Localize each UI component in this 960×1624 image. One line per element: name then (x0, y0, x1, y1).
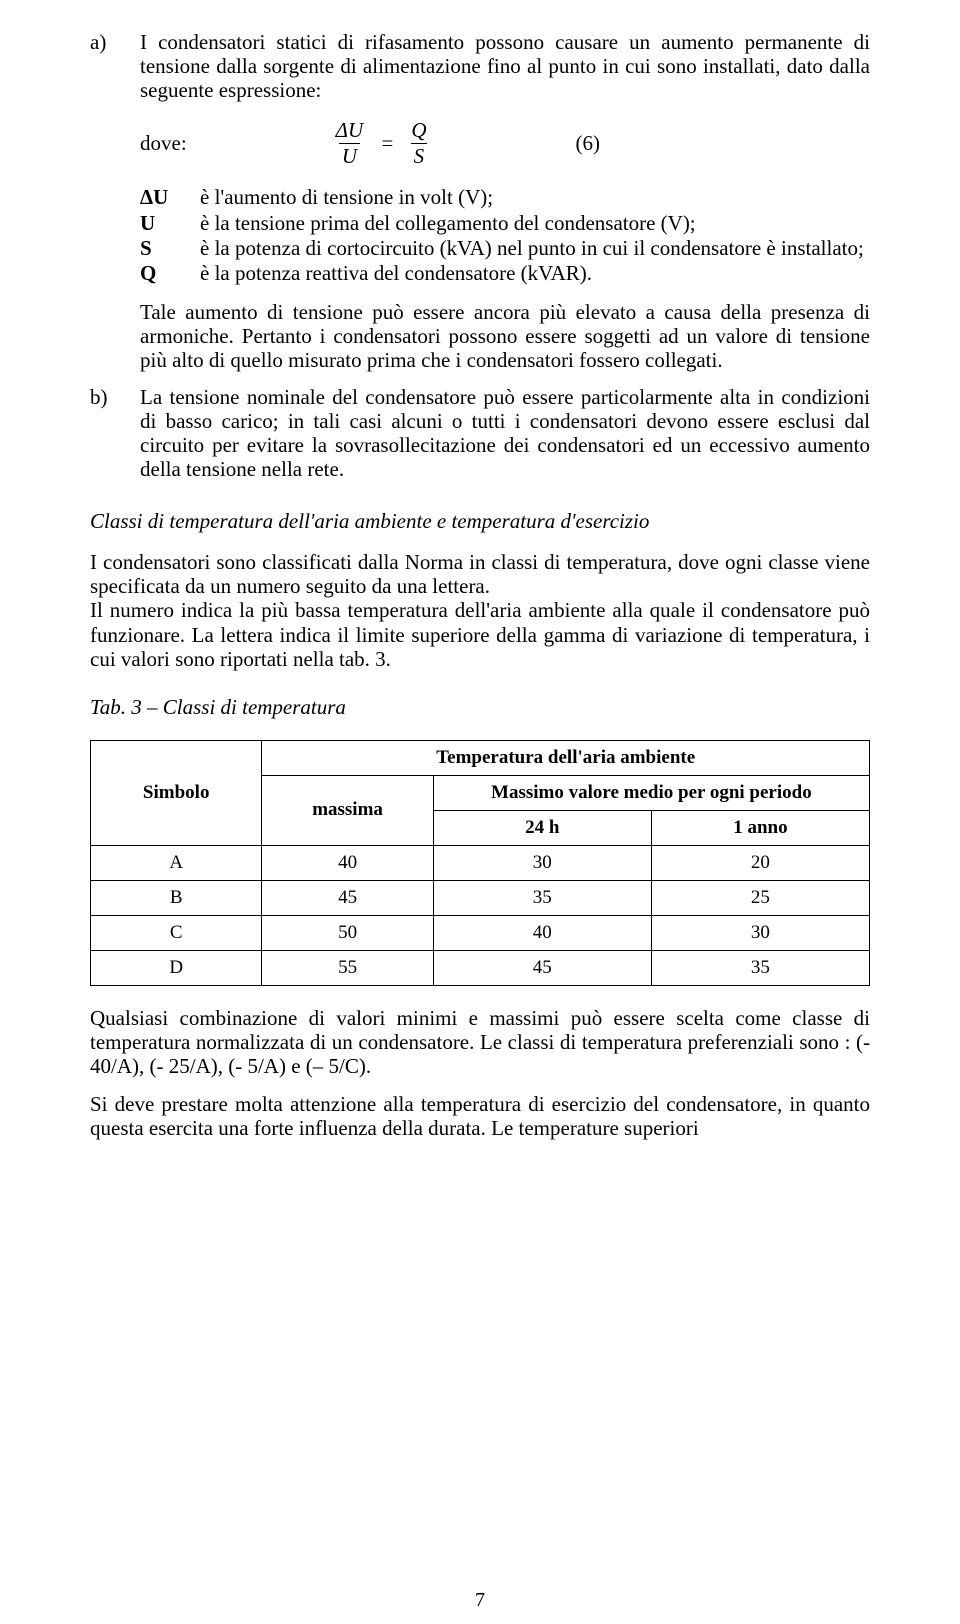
cell-sym: A (91, 845, 262, 880)
formula: ΔU U = Q S (327, 120, 436, 167)
cell-sym: B (91, 880, 262, 915)
list-item-b: b) La tensione nominale del condensatore… (90, 385, 870, 482)
cell-max: 55 (262, 950, 433, 985)
table-row: D 55 45 35 (91, 950, 870, 985)
item-a-label: a) (90, 30, 140, 102)
section-title: Classi di temperatura dell'aria ambiente… (90, 509, 870, 534)
item-a-intro: I condensatori statici di rifasamento po… (140, 30, 870, 102)
cell-max: 50 (262, 915, 433, 950)
cell-24h: 35 (433, 880, 651, 915)
table-row: C 50 40 30 (91, 915, 870, 950)
def-text: è la potenza reattiva del condensatore (… (200, 261, 870, 286)
table-row: B 45 35 25 (91, 880, 870, 915)
def-text: è la tensione prima del collegamento del… (200, 211, 870, 236)
def-symbol: Q (140, 261, 200, 286)
closing-p2: Si deve prestare molta attenzione alla t… (90, 1092, 870, 1140)
col-medio: Massimo valore medio per ogni periodo (433, 775, 869, 810)
item-a-para2: Tale aumento di tensione può essere anco… (140, 300, 870, 372)
page-number: 7 (0, 1589, 960, 1612)
col-simbolo: Simbolo (91, 740, 262, 845)
def-text: è la potenza di cortocircuito (kVA) nel … (200, 236, 870, 261)
dove-label: dove: (140, 131, 187, 156)
fraction-lhs: ΔU U (333, 120, 367, 167)
equation-number: (6) (576, 131, 601, 156)
def-symbol: U (140, 211, 200, 236)
closing-p1: Qualsiasi combinazione di valori minimi … (90, 1006, 870, 1078)
cell-24h: 40 (433, 915, 651, 950)
cell-sym: D (91, 950, 262, 985)
col-massima: massima (262, 775, 433, 845)
def-row: S è la potenza di cortocircuito (kVA) ne… (140, 236, 870, 261)
table-header-row: Simbolo Temperatura dell'aria ambiente (91, 740, 870, 775)
list-item-a: a) I condensatori statici di rifasamento… (90, 30, 870, 102)
rhs-denominator: S (411, 143, 428, 167)
definitions-list: ΔU è l'aumento di tensione in volt (V); … (140, 185, 870, 286)
table-caption: Tab. 3 – Classi di temperatura (90, 695, 870, 720)
cell-1y: 20 (651, 845, 869, 880)
document-page: a) I condensatori statici di rifasamento… (0, 0, 960, 1624)
col-header-top: Temperatura dell'aria ambiente (262, 740, 870, 775)
section2-p2: Il numero indica la più bassa temperatur… (90, 598, 870, 670)
cell-1y: 30 (651, 915, 869, 950)
col-24h: 24 h (433, 810, 651, 845)
temperature-class-table: Simbolo Temperatura dell'aria ambiente m… (90, 740, 870, 986)
formula-row: dove: ΔU U = Q S (6) (140, 120, 870, 167)
table-row: A 40 30 20 (91, 845, 870, 880)
cell-24h: 45 (433, 950, 651, 985)
cell-sym: C (91, 915, 262, 950)
def-symbol: S (140, 236, 200, 261)
lhs-numerator: ΔU (333, 120, 367, 143)
cell-max: 45 (262, 880, 433, 915)
cell-max: 40 (262, 845, 433, 880)
cell-24h: 30 (433, 845, 651, 880)
def-row: Q è la potenza reattiva del condensatore… (140, 261, 870, 286)
fraction-rhs: Q S (408, 120, 429, 167)
def-row: U è la tensione prima del collegamento d… (140, 211, 870, 236)
item-b-label: b) (90, 385, 140, 482)
equals-sign: = (380, 131, 394, 156)
lhs-denominator: U (339, 143, 360, 167)
col-1anno: 1 anno (651, 810, 869, 845)
def-row: ΔU è l'aumento di tensione in volt (V); (140, 185, 870, 210)
def-text: è l'aumento di tensione in volt (V); (200, 185, 870, 210)
rhs-numerator: Q (408, 120, 429, 143)
item-b-text: La tensione nominale del condensatore pu… (140, 385, 870, 482)
def-symbol: ΔU (140, 185, 200, 210)
section2-p1: I condensatori sono classificati dalla N… (90, 550, 870, 598)
cell-1y: 25 (651, 880, 869, 915)
cell-1y: 35 (651, 950, 869, 985)
